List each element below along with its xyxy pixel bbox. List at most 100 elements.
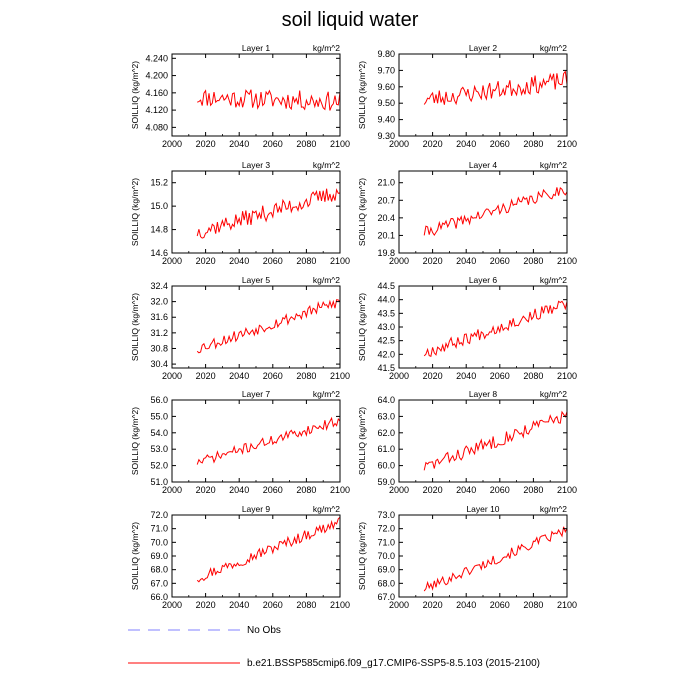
legend-obs-label: No Obs [247,625,281,636]
panel-title: Layer 10 [466,504,499,514]
panel-2: 2000 2020 2040 2060 2080 2100 9.30 9.40 9.50 9.60… [357,43,577,149]
y-tick-label: 69.0 [377,565,395,575]
y-tick-label: 70.0 [150,537,168,547]
y-tick-label: 31.6 [150,312,168,322]
y-tick-label: 44.0 [377,295,395,305]
x-tick-label: 2060 [263,600,283,610]
y-tick-label: 70.0 [377,551,395,561]
x-tick-label: 2080 [523,256,543,266]
panel-10: 2000 2020 2040 2060 2080 2100 67.0 68.0 69.0 70.0… [357,504,577,610]
chart-panels: 2000 2020 2040 2060 2080 2100 4.080 4.120 4.160 4… [130,43,577,610]
x-tick-label: 2000 [389,371,409,381]
x-tick-label: 2040 [229,485,249,495]
x-tick-label: 2020 [423,256,443,266]
x-tick-label: 2040 [229,600,249,610]
y-tick-label: 51.0 [150,477,168,487]
y-tick-label: 20.7 [377,195,395,205]
panel-title: Layer 6 [469,275,498,285]
y-tick-label: 42.0 [377,349,395,359]
x-tick-label: 2100 [330,600,350,610]
panel-3: 2000 2020 2040 2060 2080 2100 14.6 14.8 15.0 15.2… [130,160,350,266]
panel-units: kg/m^2 [540,504,567,514]
x-tick-label: 2000 [162,485,182,495]
x-tick-label: 2080 [296,371,316,381]
y-axis-label: SOILLIQ (kg/m^2) [130,522,140,590]
y-tick-label: 62.0 [377,428,395,438]
y-axis-label: SOILLIQ (kg/m^2) [130,61,140,129]
y-tick-label: 30.4 [150,359,168,369]
series-line-layer-5 [196,299,341,354]
plot-frame [398,514,568,598]
series-line-layer-1 [197,89,341,111]
y-tick-label: 14.8 [150,225,168,235]
x-tick-label: 2020 [196,371,216,381]
x-tick-label: 2020 [196,600,216,610]
plot-frame [398,170,568,254]
panel-units: kg/m^2 [313,275,340,285]
x-tick-label: 2100 [330,485,350,495]
x-tick-label: 2060 [263,485,283,495]
y-tick-label: 54.0 [150,428,168,438]
x-tick-label: 2100 [557,371,577,381]
x-tick-label: 2080 [523,600,543,610]
y-tick-label: 14.6 [150,248,168,258]
x-tick-label: 2040 [229,371,249,381]
y-tick-label: 20.1 [377,230,395,240]
x-tick-label: 2100 [557,139,577,149]
y-tick-label: 61.0 [377,444,395,454]
y-tick-label: 9.50 [377,98,395,108]
x-tick-label: 2060 [263,371,283,381]
y-tick-label: 4.160 [145,88,168,98]
y-tick-label: 43.0 [377,322,395,332]
panel-title: Layer 5 [242,275,271,285]
x-tick-label: 2060 [263,139,283,149]
x-tick-label: 2060 [263,256,283,266]
y-tick-label: 67.0 [377,592,395,602]
x-tick-label: 2100 [330,256,350,266]
y-tick-label: 56.0 [150,395,168,405]
y-tick-label: 9.60 [377,82,395,92]
series-line-layer-4 [423,186,568,237]
x-tick-label: 2100 [557,600,577,610]
legend: No Obs b.e21.BSSP585cmip6.f09_g17.CMIP6-… [128,625,540,669]
x-tick-label: 2000 [389,485,409,495]
series-line-layer-2 [423,70,568,106]
panel-5: 2000 2020 2040 2060 2080 2100 30.4 30.8 31.2 31.6… [130,275,350,381]
panel-title: Layer 7 [242,389,271,399]
series-line-layer-6 [423,300,568,357]
y-tick-label: 9.70 [377,65,395,75]
y-tick-label: 71.0 [377,537,395,547]
y-tick-label: 4.240 [145,53,168,63]
legend-model-label: b.e21.BSSP585cmip6.f09_g17.CMIP6-SSP5-8.… [247,658,540,669]
series-line-layer-3 [196,188,341,239]
y-tick-label: 72.0 [150,510,168,520]
y-tick-label: 9.80 [377,49,395,59]
panel-8: 2000 2020 2040 2060 2080 2100 59.0 60.0 61.0 62.0… [357,389,577,495]
plot-frame [171,399,341,483]
y-tick-label: 21.0 [377,178,395,188]
x-tick-label: 2060 [490,256,510,266]
y-axis-label: SOILLIQ (kg/m^2) [357,522,367,590]
y-tick-label: 41.5 [377,363,395,373]
x-tick-label: 2000 [162,256,182,266]
x-tick-label: 2060 [490,371,510,381]
x-tick-label: 2040 [456,600,476,610]
panel-units: kg/m^2 [313,160,340,170]
y-tick-label: 67.0 [150,578,168,588]
series-line-layer-8 [423,410,568,471]
panel-units: kg/m^2 [313,43,340,53]
x-tick-label: 2000 [162,600,182,610]
y-tick-label: 42.5 [377,336,395,346]
panel-title: Layer 3 [242,160,271,170]
x-tick-label: 2000 [389,256,409,266]
x-tick-label: 2040 [456,485,476,495]
panel-units: kg/m^2 [313,504,340,514]
y-axis-label: SOILLIQ (kg/m^2) [357,293,367,361]
y-tick-label: 4.120 [145,105,168,115]
series-line-layer-7 [196,416,341,465]
y-tick-label: 53.0 [150,444,168,454]
x-tick-label: 2000 [162,139,182,149]
x-tick-label: 2100 [330,371,350,381]
x-tick-label: 2080 [523,139,543,149]
y-tick-label: 15.0 [150,201,168,211]
